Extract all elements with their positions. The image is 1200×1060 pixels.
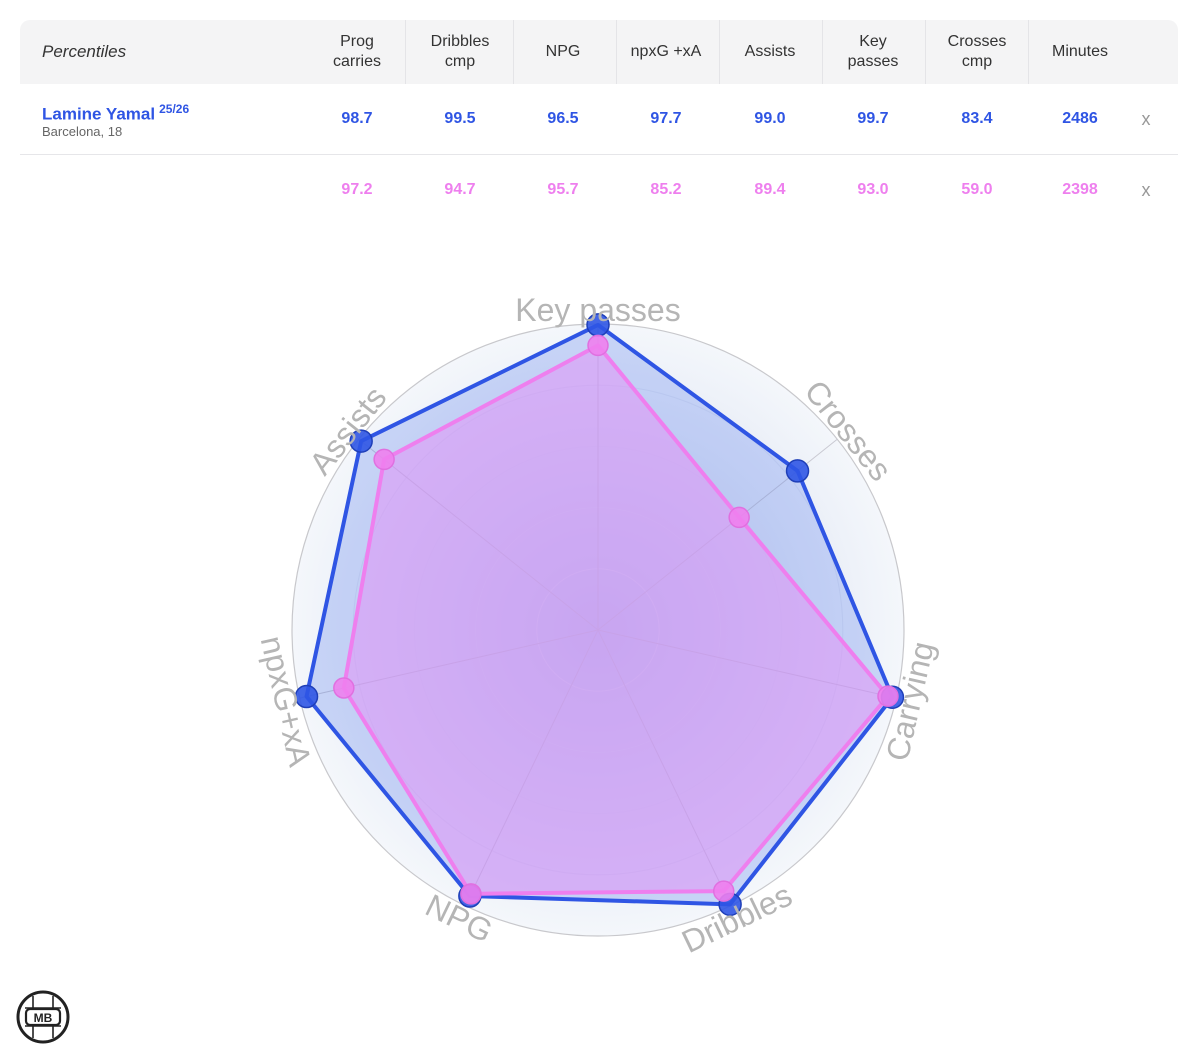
column-divider — [513, 20, 514, 84]
column-divider — [822, 20, 823, 84]
value-cell: 94.7 — [444, 181, 476, 198]
value-cell: 99.0 — [754, 110, 786, 127]
radar-data-point — [460, 883, 482, 905]
table-row: 97.2 94.7 95.7 85.2 89.4 93.0 59.0 2398 … — [20, 155, 1178, 225]
column-header[interactable]: npxG +xA — [630, 43, 702, 60]
value-cell: 89.4 — [754, 181, 786, 198]
value-cell: 98.7 — [341, 110, 373, 127]
radar-data-point — [712, 880, 735, 902]
value-cell: 83.4 — [961, 110, 993, 127]
header-label: Percentiles — [42, 42, 127, 61]
value-cell: 95.7 — [547, 181, 579, 198]
column-divider — [1028, 20, 1029, 84]
player-season: 25/26 — [159, 102, 190, 116]
value-cell: 2398 — [1062, 181, 1098, 198]
column-header[interactable]: Assists — [744, 43, 796, 60]
column-header[interactable]: Crosses cmp — [947, 33, 1007, 70]
value-cell: 59.0 — [961, 181, 993, 198]
value-cell: 93.0 — [857, 181, 889, 198]
column-divider — [616, 20, 617, 84]
value-cell: 97.2 — [341, 181, 373, 198]
radar-data-point — [728, 506, 750, 529]
column-divider — [925, 20, 926, 84]
radar-series-area — [341, 343, 890, 896]
value-cell: 97.7 — [650, 110, 682, 127]
radar-axis-label: Key passes — [515, 292, 680, 328]
player-name-text[interactable]: Lamine Yamal — [42, 104, 156, 124]
radar-chart: Key passesCrossesCarryingDribblesNPGnpxG… — [254, 292, 941, 960]
value-cell: 99.7 — [857, 110, 889, 127]
player-name[interactable]: Lamine Yamal 25/26 — [42, 102, 189, 125]
column-header[interactable]: Dribbles cmp — [430, 33, 490, 70]
column-header[interactable]: NPG — [545, 43, 581, 60]
remove-player-button[interactable]: x — [1141, 108, 1151, 129]
table-header: Percentiles Prog carries Dribbles cmp NP… — [20, 20, 1178, 84]
radar-data-point — [333, 677, 355, 699]
radar-data-point — [373, 448, 395, 471]
player-club: Barcelona, 18 — [42, 124, 123, 139]
column-header[interactable]: Minutes — [1051, 43, 1109, 60]
percentiles-table: Percentiles Prog carries Dribbles cmp NP… — [20, 20, 1178, 230]
column-divider — [405, 20, 406, 84]
radar-series — [294, 313, 905, 917]
radar-data-point — [877, 685, 899, 707]
value-cell: 2486 — [1062, 110, 1098, 127]
column-header[interactable]: Prog carries — [332, 33, 381, 70]
mb-logo: MB — [16, 990, 70, 1044]
logo-text: MB — [34, 1011, 53, 1025]
value-cell: 99.5 — [444, 110, 476, 127]
radar-data-point — [587, 334, 609, 357]
value-cell: 96.5 — [547, 110, 579, 127]
value-cell: 85.2 — [650, 181, 682, 198]
table-row: Lamine Yamal 25/26 Barcelona, 18 98.7 99.… — [20, 84, 1178, 155]
radar-data-point — [349, 429, 373, 453]
column-divider — [719, 20, 720, 84]
radar-data-point — [294, 684, 319, 709]
radar-data-point — [785, 459, 810, 483]
column-header[interactable]: Key passes — [847, 33, 899, 70]
remove-player-button[interactable]: x — [1141, 179, 1151, 200]
